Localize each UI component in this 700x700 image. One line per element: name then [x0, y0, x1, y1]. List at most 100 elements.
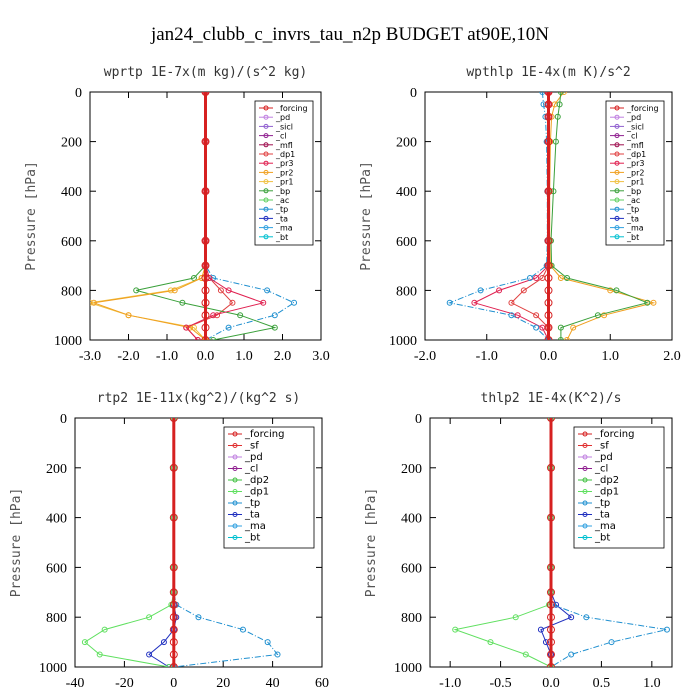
data-point_bp	[550, 188, 557, 195]
y-axis-label: Pressure [hPa]	[24, 161, 39, 271]
legend-label: _ma	[244, 521, 266, 532]
legend-marker	[263, 188, 269, 194]
data-point_bp	[190, 275, 197, 281]
series-group	[446, 92, 657, 340]
data-point_forcing	[544, 274, 553, 282]
data-point_tp	[291, 299, 298, 306]
y-tick-label: 0	[415, 412, 422, 427]
data-point_dp1	[165, 664, 172, 667]
data-point_pr3	[496, 287, 503, 294]
x-tick-label: -0.5	[489, 676, 511, 691]
data-point_forcing	[201, 298, 210, 307]
legend-marker	[614, 133, 620, 139]
data-point_forcing	[169, 513, 178, 522]
x-tick-label: 2.0	[274, 349, 292, 364]
data-point_tp	[533, 324, 540, 331]
legend-label: _dp2	[244, 475, 269, 486]
legend-marker	[582, 512, 588, 517]
data-point_bp	[210, 337, 217, 340]
x-tick-label: -2.0	[414, 349, 436, 364]
legend-label: _pr1	[275, 178, 293, 187]
data-point_pr1	[90, 299, 93, 306]
legend-label: _dp1	[244, 487, 269, 498]
y-tick-label: 400	[396, 185, 417, 200]
legend-label: _sicl	[275, 122, 293, 131]
series-group	[452, 418, 670, 667]
data-point_forcing	[544, 236, 553, 245]
y-tick-label: 0	[75, 86, 82, 101]
y-axis-label: Pressure [hPa]	[9, 488, 24, 598]
data-point_bp	[179, 299, 186, 306]
data-point_forcing	[544, 137, 553, 146]
legend-label: _mfl	[275, 141, 293, 150]
legend-marker	[263, 123, 269, 129]
data-point_pr2	[125, 312, 132, 319]
legend-marker	[232, 535, 238, 540]
y-axis-label: Pressure [hPa]	[364, 488, 379, 598]
x-tick-label: -2.0	[117, 349, 139, 364]
legend-marker	[582, 535, 588, 540]
legend-label: _pr1	[626, 178, 644, 187]
x-tick-label: -20	[115, 676, 134, 691]
data-point_forcing	[544, 336, 553, 340]
data-point_pr3	[210, 312, 217, 319]
data-point_bp	[556, 101, 563, 108]
legend-marker	[232, 512, 238, 517]
data-point_forcing	[169, 625, 178, 634]
data-point_bp	[557, 337, 564, 340]
data-point_forcing	[544, 100, 553, 109]
x-tick-label: 20	[216, 676, 230, 691]
series-line_pr3	[185, 92, 266, 340]
data-point_pr3	[471, 299, 478, 306]
data-point_dp1	[217, 287, 224, 294]
legend-label: _ta	[626, 214, 639, 223]
legend-label: _dp1	[594, 487, 619, 498]
data-point_pr2	[564, 337, 571, 340]
data-point_forcing	[547, 600, 555, 609]
data-point_forcing	[169, 613, 178, 622]
data-point_pr2	[557, 275, 564, 281]
legend-label: _cl	[626, 132, 638, 141]
legend-marker	[232, 431, 238, 437]
panel-title: wprtp 1E-7x(m kg)/(s^2 kg)	[104, 65, 308, 80]
data-point_dp1	[452, 626, 459, 633]
data-point_ta	[146, 651, 153, 658]
data-point_bp	[133, 287, 140, 294]
x-tick-label: 0.0	[542, 676, 560, 691]
data-point_bp	[552, 138, 559, 145]
x-tick-label: 0.0	[540, 349, 558, 364]
legend-marker	[232, 466, 238, 471]
legend-marker	[582, 454, 588, 460]
y-axis-label: Pressure [hPa]	[359, 161, 374, 271]
x-tick-label: 1.0	[235, 349, 253, 364]
legend-label: _ma	[594, 521, 616, 532]
legend-label: _bp	[275, 187, 290, 196]
legend-marker	[232, 489, 238, 494]
legend-marker	[614, 142, 620, 148]
legend-marker	[614, 197, 620, 203]
data-point_pr3	[533, 275, 540, 281]
data-point_dp1	[229, 299, 236, 306]
data-point_forcing	[169, 588, 178, 597]
y-tick-label: 1000	[389, 334, 417, 349]
legend-label: _ma	[626, 224, 644, 233]
legend-label: _forcing	[244, 429, 285, 440]
data-point_dp1	[146, 614, 153, 621]
data-point_tp	[583, 614, 590, 621]
x-tick-label: -1.0	[439, 676, 461, 691]
data-point_forcing	[169, 650, 178, 659]
data-point_tp	[271, 312, 278, 319]
y-tick-label: 1000	[394, 661, 422, 676]
data-point_pr3	[225, 287, 232, 294]
figure-title: jan24_clubb_c_invrs_tau_n2p BUDGET at90E…	[150, 24, 549, 45]
data-point_dp1	[81, 639, 88, 646]
data-point_forcing	[201, 311, 210, 320]
legend-box	[573, 426, 665, 549]
panel-title: wpthlp 1E-4x(m K)/s^2	[466, 65, 630, 80]
data-point_forcing	[547, 563, 555, 572]
data-point_tp	[663, 626, 670, 633]
series-line_pr2	[93, 92, 206, 340]
data-point_forcing	[544, 92, 553, 96]
data-point_forcing	[547, 418, 555, 422]
